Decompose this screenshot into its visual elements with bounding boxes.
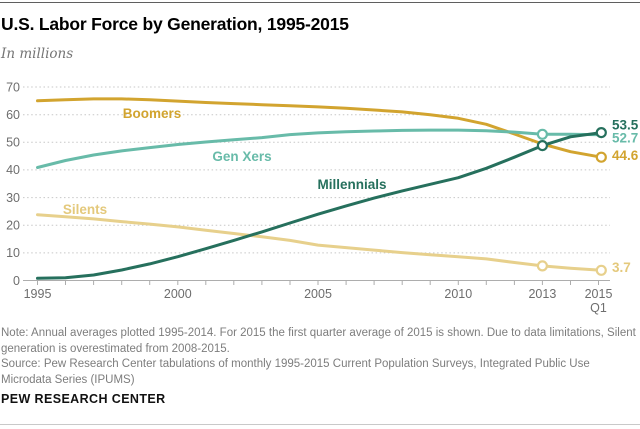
boomers-end-value-label: 44.6: [612, 148, 639, 163]
millennials-end-value-label: 53.5: [612, 118, 639, 133]
note-text: Note: Annual averages plotted 1995-2014.…: [1, 327, 636, 355]
y-axis-label: 30: [6, 191, 20, 205]
boomers-data-point-marker: [595, 151, 607, 163]
chart-title: U.S. Labor Force by Generation, 1995-201…: [1, 14, 349, 34]
source-text: Source: Pew Research Center tabulations …: [1, 358, 590, 386]
x-axis-label: 2015: [585, 287, 613, 301]
gen-xers-end-value-label: 52.7: [612, 131, 638, 146]
x-axis-label: 2013: [528, 287, 556, 301]
bottom-divider: [0, 424, 640, 425]
gen-xers-series-label: Gen Xers: [212, 149, 271, 164]
millennials-data-point-marker: [536, 140, 549, 152]
labor-force-chart: 0 10 20 30 40 50 60 70 1995 2000 2005 2010 2013 2015Q…: [6, 82, 639, 315]
silents-series-label: Silents: [63, 202, 107, 217]
x-axis-label: 1995: [24, 287, 52, 301]
y-axis-label: 60: [6, 108, 20, 122]
x-axis-label: 2010: [444, 287, 472, 301]
y-axis-label: 40: [6, 163, 20, 177]
x-axis-sublabel: Q1: [590, 301, 607, 315]
pew-research-center-wordmark: PEW RESEARCH CENTER: [1, 392, 166, 406]
y-axis-label: 0: [13, 274, 20, 288]
silents-line: [36, 213, 603, 272]
silents-end-value-label: 3.7: [612, 260, 631, 275]
top-divider: [0, 2, 640, 3]
gen-xers-data-point-marker: [536, 128, 549, 140]
y-axis-label: 50: [6, 136, 20, 150]
silents-data-point-marker: [536, 260, 549, 272]
y-axis-label: 10: [6, 246, 20, 260]
y-axis-label: 20: [6, 219, 20, 233]
chart-subtitle: In millions: [1, 46, 74, 62]
millennials-data-point-marker: [595, 127, 607, 139]
millennials-line: [36, 131, 603, 280]
millennials-series-label: Millennials: [317, 177, 386, 192]
x-axis-label: 2000: [164, 287, 192, 301]
x-axis-label: 2005: [304, 287, 332, 301]
y-axis-label: 70: [6, 82, 20, 94]
chart-notes: Note: Annual averages plotted 1995-2014.…: [1, 326, 637, 388]
silents-data-point-marker: [595, 264, 607, 276]
gen-xers-line: [36, 128, 603, 169]
boomers-series-label: Boomers: [123, 106, 182, 121]
